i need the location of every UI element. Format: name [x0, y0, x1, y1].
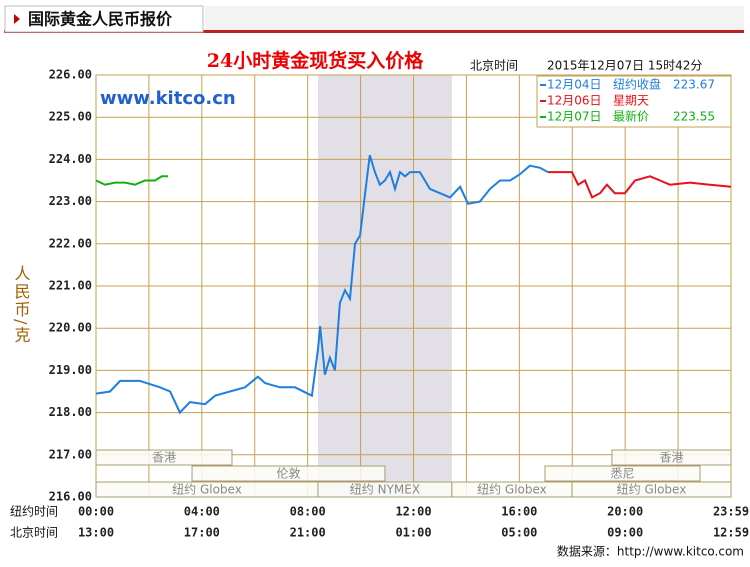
session-bar [95, 449, 233, 466]
legend-value: 223.55 [673, 110, 715, 124]
y-tick-label: 216.00 [49, 490, 92, 504]
y-tick-label: 220.00 [49, 321, 92, 335]
session-label: 纽约 NYMEX [350, 482, 420, 497]
x-row-label: 纽约时间 [10, 504, 58, 519]
header-arrow [14, 14, 20, 24]
header-tab [4, 5, 204, 33]
x-tick-label: 04:00 [184, 505, 220, 519]
x-tick-label: 23:59 [713, 505, 749, 519]
x-tick-label: 00:00 [78, 505, 114, 519]
session-label: 纽约 Globex [617, 482, 687, 497]
y-tick-label: 219.00 [49, 363, 92, 377]
y-tick-label: 224.00 [49, 152, 92, 166]
x-tick-label: 17:00 [184, 526, 220, 540]
x-row-label: 北京时间 [10, 526, 58, 540]
legend-name: 12月06日 [547, 94, 602, 108]
y-axis-label: 人民币/克 [12, 265, 31, 344]
y-tick-label: 223.00 [49, 194, 92, 208]
x-tick-label: 08:00 [290, 505, 326, 519]
header-bar [205, 6, 744, 30]
y-tick-label: 218.00 [49, 405, 92, 419]
session-label: 伦敦 [276, 466, 300, 481]
time-label: 北京时间 [470, 59, 518, 73]
datetime: 2015年12月07日 15时42分 [547, 59, 702, 73]
legend-note: 纽约收盘 [613, 77, 661, 92]
source: 数据来源：http://www.kitco.com [557, 544, 744, 559]
session-label: 纽约 Globex [172, 482, 242, 497]
x-tick-label: 20:00 [607, 505, 643, 519]
legend-value: 223.67 [673, 78, 715, 92]
x-tick-label: 12:59 [713, 526, 749, 540]
session-label: 香港 [152, 451, 176, 465]
session-label: 纽约 Globex [477, 482, 547, 497]
header-rule [4, 30, 744, 33]
x-tick-label: 21:00 [290, 526, 326, 540]
x-tick-label: 16:00 [501, 505, 537, 519]
x-tick-label: 05:00 [501, 526, 537, 540]
session-label: 香港 [659, 451, 683, 465]
x-tick-label: 01:00 [395, 526, 431, 540]
x-tick-label: 09:00 [607, 526, 643, 540]
header-title: 国际黄金人民币报价 [28, 10, 173, 29]
session-bar [571, 481, 732, 498]
session-bar [544, 465, 701, 482]
session-bar [611, 449, 732, 466]
y-tick-label: 222.00 [49, 236, 92, 250]
watermark: www.kitco.cn [100, 88, 236, 109]
session-label: 悉尼 [611, 467, 635, 481]
price-line [547, 171, 732, 199]
legend-name: 12月04日 [547, 78, 602, 92]
y-tick-label: 225.00 [49, 110, 92, 124]
chart-title: 24小时黄金现货买入价格 [207, 49, 424, 72]
price-line [95, 175, 168, 186]
legend-note: 星期天 [613, 94, 649, 108]
x-tick-label: 13:00 [78, 526, 114, 540]
legend-note: 最新价 [613, 109, 649, 124]
y-tick-label: 221.00 [49, 279, 92, 293]
y-tick-label: 226.00 [49, 68, 92, 82]
x-tick-label: 12:00 [395, 505, 431, 519]
price-line [95, 154, 549, 415]
y-tick-label: 217.00 [49, 447, 92, 461]
legend-name: 12月07日 [547, 110, 602, 124]
session-bar [191, 465, 386, 482]
legend [536, 75, 732, 128]
